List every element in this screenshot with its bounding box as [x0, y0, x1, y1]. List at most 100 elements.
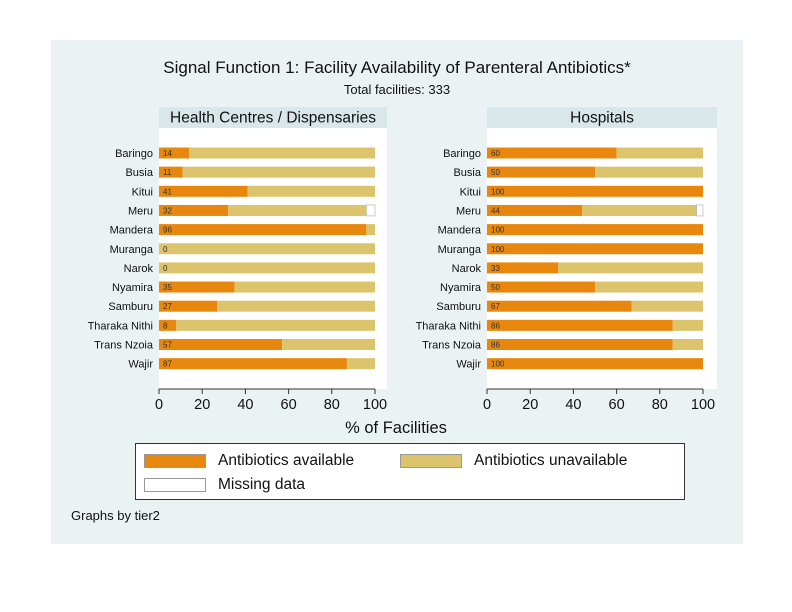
chart-note: Graphs by tier2	[71, 508, 160, 523]
bar-available-1-0	[487, 147, 617, 159]
figure: Signal Function 1: Facility Availability…	[51, 40, 743, 544]
bar-unavailable-1-7	[595, 281, 703, 293]
category-label-1-5: Muranga	[438, 244, 482, 256]
category-label-1-9: Tharaka Nithi	[416, 320, 481, 332]
x-tick-label-1-5: 100	[691, 397, 715, 413]
bar-available-1-5	[487, 243, 703, 255]
legend-swatch-unavailable	[400, 454, 462, 468]
chart-title: Signal Function 1: Facility Availability…	[163, 58, 631, 77]
data-label-1-8: 67	[491, 302, 500, 311]
bar-available-1-10	[487, 339, 673, 350]
legend-item-unavailable: Antibiotics unavailable	[400, 451, 627, 471]
category-label-0-6: Narok	[124, 263, 154, 275]
bar-unavailable-1-0	[616, 147, 703, 159]
legend-item-missing: Missing data	[144, 475, 305, 495]
bar-unavailable-0-1	[182, 166, 375, 178]
bar-available-0-11	[159, 358, 347, 370]
bar-available-1-8	[487, 300, 632, 312]
data-label-0-8: 27	[163, 302, 172, 311]
data-label-1-4: 100	[491, 226, 505, 235]
bar-unavailable-1-1	[595, 166, 703, 178]
category-label-0-1: Busia	[125, 167, 153, 179]
bar-available-1-11	[487, 358, 703, 370]
x-axis-title: % of Facilities	[345, 419, 447, 437]
data-label-1-6: 33	[491, 264, 500, 273]
x-tick-label-0-0: 0	[155, 397, 163, 413]
category-label-0-3: Meru	[128, 205, 153, 217]
data-label-1-0: 60	[491, 149, 500, 158]
bar-available-1-4	[487, 224, 703, 236]
bar-available-0-2	[159, 185, 248, 197]
category-label-0-7: Nyamira	[112, 282, 154, 294]
data-label-1-10: 86	[491, 341, 500, 350]
category-label-0-10: Trans Nzoia	[94, 340, 154, 352]
bar-unavailable-1-3	[582, 204, 697, 216]
legend-item-available: Antibiotics available	[144, 451, 354, 471]
bar-available-1-3	[487, 204, 583, 216]
category-label-1-8: Samburu	[436, 301, 481, 313]
bar-missing-1-3	[696, 204, 704, 217]
legend-label-available: Antibiotics available	[218, 452, 355, 469]
bar-available-0-3	[159, 204, 229, 216]
data-label-0-10: 57	[163, 341, 172, 350]
bar-unavailable-0-8	[217, 300, 375, 312]
chart-subtitle: Total facilities: 333	[343, 82, 451, 97]
bar-unavailable-0-9	[176, 319, 375, 331]
data-label-0-0: 14	[163, 149, 172, 158]
panel-title-0: Health Centres / Dispensaries	[170, 110, 376, 127]
data-label-0-4: 96	[163, 226, 172, 235]
x-tick-label-1-2: 40	[565, 397, 581, 413]
bar-available-0-9	[159, 319, 177, 331]
bar-available-0-1	[159, 166, 183, 178]
bar-unavailable-1-9	[672, 319, 703, 331]
bar-available-1-1	[487, 166, 595, 178]
chart-area: Health Centres / Dispensaries Baringo 14 Bu…	[88, 107, 717, 437]
data-label-1-9: 86	[491, 321, 500, 330]
data-label-0-2: 41	[163, 187, 172, 196]
data-label-0-6: 0	[163, 264, 168, 273]
x-tick-label-0-3: 60	[281, 397, 297, 413]
data-label-0-3: 32	[163, 206, 172, 215]
data-label-0-11: 87	[163, 360, 172, 369]
legend-swatch-available	[144, 454, 206, 468]
x-tick-label-0-4: 80	[324, 397, 340, 413]
bar-unavailable-0-4	[366, 224, 375, 236]
legend-label-unavailable: Antibiotics unavailable	[474, 452, 628, 469]
data-label-1-3: 44	[491, 206, 500, 215]
category-label-1-10: Trans Nzoia	[422, 340, 482, 352]
bar-unavailable-0-2	[247, 185, 375, 197]
data-label-0-1: 11	[163, 168, 172, 177]
category-label-0-9: Tharaka Nithi	[88, 320, 153, 332]
bar-unavailable-0-5	[159, 243, 375, 255]
bar-available-0-4	[159, 224, 367, 236]
category-label-1-6: Narok	[452, 263, 482, 275]
bar-available-0-0	[159, 147, 190, 159]
legend-label-missing: Missing data	[218, 476, 306, 493]
bar-available-0-10	[159, 339, 283, 350]
panel-header-1	[487, 107, 717, 128]
bar-unavailable-0-0	[189, 147, 375, 159]
bar-available-0-8	[159, 300, 218, 312]
category-label-0-0: Baringo	[115, 148, 153, 160]
bar-unavailable-0-3	[228, 204, 367, 216]
category-label-1-11: Wajir	[456, 359, 481, 371]
data-label-1-11: 100	[491, 360, 505, 369]
bar-unavailable-0-7	[234, 281, 375, 293]
data-label-0-9: 8	[163, 321, 168, 330]
panel-title-1: Hospitals	[570, 110, 634, 127]
x-tick-label-0-2: 40	[237, 397, 253, 413]
bar-available-1-9	[487, 319, 673, 331]
category-label-0-8: Samburu	[108, 301, 153, 313]
data-label-1-7: 50	[491, 283, 500, 292]
category-label-0-5: Muranga	[110, 244, 154, 256]
bar-unavailable-1-6	[558, 262, 703, 274]
bar-missing-0-3	[366, 204, 376, 217]
x-tick-label-1-3: 60	[609, 397, 625, 413]
category-label-1-2: Kitui	[460, 186, 481, 198]
bar-available-1-2	[487, 185, 703, 197]
x-tick-label-1-1: 20	[522, 397, 538, 413]
legend-swatch-missing	[144, 478, 206, 492]
category-label-0-4: Mandera	[110, 225, 154, 237]
category-label-1-0: Baringo	[443, 148, 481, 160]
bar-available-0-7	[159, 281, 235, 293]
